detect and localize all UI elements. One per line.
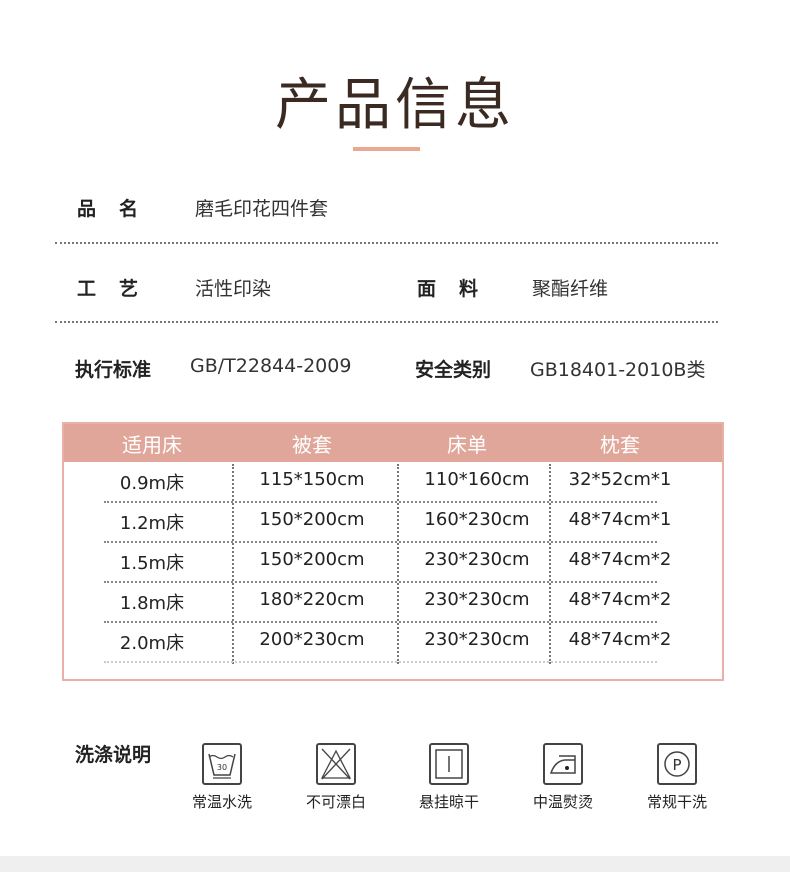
care-label: 不可漂白 [305,793,367,811]
divider [55,242,718,244]
table-cell: 180*220cm [259,589,365,610]
hang-dry-icon [429,743,469,785]
row-divider [104,621,657,623]
table-cell: 48*74cm*1 [568,509,672,530]
table-header: 适用床 被套 床单 枕套 [64,424,722,462]
header-duvet: 被套 [292,433,332,457]
table-cell: 2.0m床 [119,633,185,654]
table-cell: 48*74cm*2 [568,589,672,610]
row-divider [104,581,657,583]
col-divider [549,464,551,664]
row-divider [104,541,657,543]
fabric-label: 面 料 [417,278,481,300]
table-cell: 0.9m床 [119,473,185,494]
iron-medium-icon [543,743,583,785]
care-label: 悬挂晾干 [418,793,480,811]
table-cell: 230*230cm [424,549,530,570]
col-divider [397,464,399,664]
table-cell: 160*230cm [424,509,530,530]
table-cell: 1.8m床 [119,593,185,614]
no-bleach-icon [316,743,356,785]
table-cell: 48*74cm*2 [568,549,672,570]
care-label: 常规干洗 [646,793,708,811]
row-divider [104,661,657,663]
footer-strip [0,856,790,872]
table-cell: 115*150cm [259,469,365,490]
safety-label: 安全类别 [415,359,492,381]
header-pillow: 枕套 [600,433,640,457]
col-divider [232,464,234,664]
divider [55,321,718,323]
standard-value: GB/T22844-2009 [190,355,352,377]
name-label: 品 名 [77,198,141,220]
table-cell: 230*230cm [424,629,530,650]
size-table: 适用床 被套 床单 枕套 0.9m床 115*150cm 110*160cm 32*5… [62,422,724,681]
care-label: 中温熨烫 [532,793,594,811]
table-cell: 200*230cm [259,629,365,650]
table-cell: 150*200cm [259,509,365,530]
table-cell: 110*160cm [424,469,530,490]
title-underline [353,147,420,151]
craft-label: 工 艺 [77,278,141,300]
table-cell: 1.2m床 [119,513,185,534]
table-cell: 150*200cm [259,549,365,570]
craft-value: 活性印染 [195,278,272,300]
table-cell: 48*74cm*2 [568,629,672,650]
care-label: 常温水洗 [191,793,253,811]
table-cell: 1.5m床 [119,553,185,574]
table-cell: 32*52cm*1 [568,469,672,490]
table-cell: 230*230cm [424,589,530,610]
name-value: 磨毛印花四件套 [195,198,329,220]
wash-30-icon: 30 [202,743,242,785]
header-sheet: 床单 [447,433,487,457]
standard-label: 执行标准 [75,359,152,381]
fabric-value: 聚酯纤维 [532,278,609,300]
page-title: 产品信息 [275,73,515,138]
wash-temp: 30 [217,763,227,772]
safety-value: GB18401-2010B类 [530,359,706,381]
row-divider [104,501,657,503]
care-title: 洗涤说明 [75,744,152,766]
dry-clean-p-icon: P [657,743,697,785]
dry-clean-letter: P [672,756,681,774]
header-bed: 适用床 [122,433,182,457]
